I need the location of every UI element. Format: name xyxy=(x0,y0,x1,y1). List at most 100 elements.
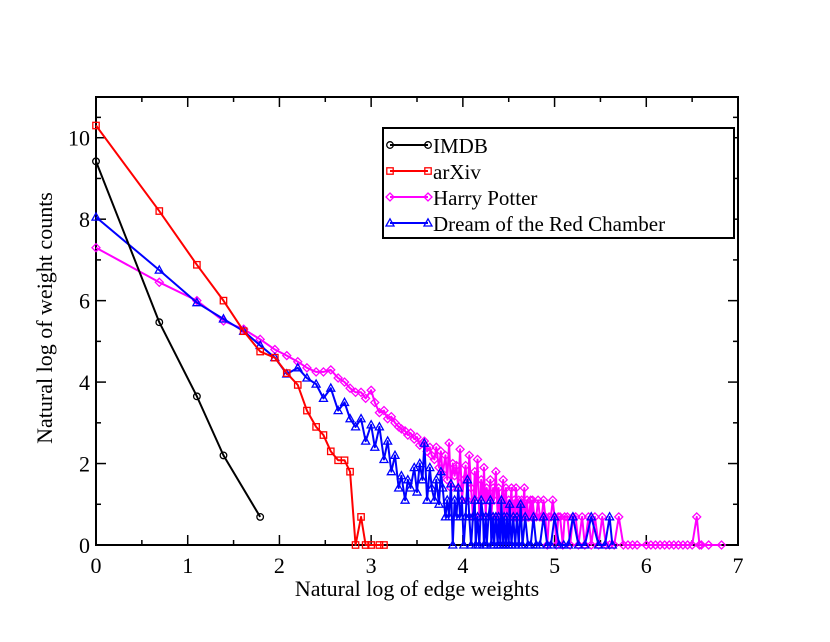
data-point-harry-potter xyxy=(281,350,292,361)
data-point-imdb xyxy=(155,318,164,327)
data-point-harry-potter xyxy=(379,405,389,416)
data-point-harry-potter xyxy=(412,432,422,442)
data-point-dream-of-the-red-chamber xyxy=(538,511,549,521)
data-point-harry-potter xyxy=(400,426,410,436)
data-point-arxiv xyxy=(357,513,365,521)
data-point-harry-potter xyxy=(154,277,165,288)
data-point-harry-potter xyxy=(583,511,594,522)
y-tick-label: 4 xyxy=(79,370,90,395)
data-point-arxiv xyxy=(239,327,248,336)
data-point-dream-of-the-red-chamber xyxy=(493,511,504,521)
y-tick-label: 6 xyxy=(79,289,90,314)
data-point-dream-of-the-red-chamber xyxy=(399,494,411,504)
data-point-harry-potter xyxy=(386,411,397,422)
data-point-dream-of-the-red-chamber xyxy=(191,297,202,307)
data-point-harry-potter xyxy=(519,483,530,493)
data-point-dream-of-the-red-chamber xyxy=(496,494,507,504)
data-point-dream-of-the-red-chamber xyxy=(573,539,584,549)
data-point-arxiv xyxy=(219,296,228,305)
legend-entry-harry-potter: Harry Potter xyxy=(385,186,537,210)
data-point-harry-potter xyxy=(382,413,393,424)
data-point-harry-potter xyxy=(479,462,489,473)
data-point-harry-potter xyxy=(366,385,377,396)
data-point-harry-potter xyxy=(417,438,428,449)
data-point-harry-potter xyxy=(559,511,570,522)
data-point-arxiv xyxy=(303,406,311,415)
data-point-arxiv xyxy=(351,541,360,549)
data-point-harry-potter xyxy=(255,334,266,345)
data-point-dream-of-the-red-chamber xyxy=(453,482,464,492)
data-point-harry-potter xyxy=(593,540,604,550)
data-point-dream-of-the-red-chamber xyxy=(445,478,457,488)
data-point-dream-of-the-red-chamber xyxy=(424,462,435,472)
y-tick-label: 2 xyxy=(79,452,90,477)
data-point-harry-potter xyxy=(442,474,453,485)
data-point-harry-potter xyxy=(547,495,558,506)
y-axis-label: Natural log of weight counts xyxy=(32,192,57,444)
x-tick-label: 1 xyxy=(182,553,193,578)
legend-marker-dream-of-the-red-chamber xyxy=(384,217,396,227)
data-point-dream-of-the-red-chamber xyxy=(360,435,371,445)
y-tick-label: 10 xyxy=(68,126,90,151)
legend-label-dream-of-the-red-chamber: Dream of the Red Chamber xyxy=(433,212,665,236)
data-point-harry-potter xyxy=(426,450,437,461)
y-tick-label: 8 xyxy=(79,207,90,232)
data-point-arxiv xyxy=(293,381,302,389)
data-point-harry-potter xyxy=(586,540,597,550)
data-point-dream-of-the-red-chamber xyxy=(455,511,466,521)
data-point-dream-of-the-red-chamber xyxy=(511,511,523,521)
x-tick-labels: 0 1 2 3 4 5 6 7 xyxy=(91,553,744,578)
legend-entry-arxiv: arXiv xyxy=(386,160,481,184)
data-point-harry-potter xyxy=(613,511,624,522)
data-point-imdb xyxy=(256,512,265,521)
data-point-dream-of-the-red-chamber xyxy=(318,392,329,403)
data-point-dream-of-the-red-chamber xyxy=(579,539,590,549)
data-point-harry-potter xyxy=(597,511,608,522)
data-point-dream-of-the-red-chamber xyxy=(154,264,165,274)
legend-marker-imdb xyxy=(424,141,432,149)
legend-entry-imdb: IMDB xyxy=(386,134,488,158)
series-line-imdb xyxy=(95,160,262,518)
data-point-dream-of-the-red-chamber xyxy=(520,511,531,521)
data-point-arxiv xyxy=(270,353,279,362)
data-point-dream-of-the-red-chamber xyxy=(604,511,615,521)
data-point-harry-potter xyxy=(345,383,355,394)
legend-entry-dream-of-the-red-chamber: Dream of the Red Chamber xyxy=(384,212,665,236)
data-point-dream-of-the-red-chamber xyxy=(421,494,433,504)
data-point-harry-potter xyxy=(462,495,473,506)
data-point-arxiv xyxy=(312,423,320,431)
data-point-harry-potter xyxy=(716,540,727,550)
data-point-harry-potter xyxy=(490,466,501,477)
legend-marker-arxiv xyxy=(386,167,394,175)
data-point-arxiv xyxy=(375,541,384,549)
data-point-imdb xyxy=(219,451,228,460)
data-point-harry-potter xyxy=(339,377,350,388)
legend-marker-imdb xyxy=(386,141,394,149)
data-point-dream-of-the-red-chamber xyxy=(469,494,480,504)
data-point-dream-of-the-red-chamber xyxy=(218,313,229,323)
data-point-harry-potter xyxy=(464,450,475,461)
data-point-dream-of-the-red-chamber xyxy=(472,511,483,521)
data-point-dream-of-the-red-chamber xyxy=(563,539,574,549)
data-point-dream-of-the-red-chamber xyxy=(433,498,445,508)
data-point-harry-potter xyxy=(405,428,416,438)
data-point-dream-of-the-red-chamber xyxy=(525,539,536,549)
data-point-arxiv xyxy=(340,456,349,465)
data-point-dream-of-the-red-chamber xyxy=(90,211,102,221)
series-line-arxiv xyxy=(95,124,384,546)
data-point-dream-of-the-red-chamber xyxy=(405,482,416,492)
data-point-dream-of-the-red-chamber xyxy=(607,539,618,549)
data-point-harry-potter xyxy=(325,364,336,375)
data-point-harry-potter xyxy=(449,470,460,481)
legend-label-arxiv: arXiv xyxy=(433,160,481,184)
data-point-arxiv xyxy=(361,541,370,549)
data-point-dream-of-the-red-chamber xyxy=(419,437,430,447)
data-point-harry-potter xyxy=(318,366,329,377)
series-imdb xyxy=(92,157,265,521)
data-point-dream-of-the-red-chamber xyxy=(545,539,557,549)
data-point-arxiv xyxy=(346,467,354,476)
data-point-harry-potter xyxy=(485,474,496,485)
